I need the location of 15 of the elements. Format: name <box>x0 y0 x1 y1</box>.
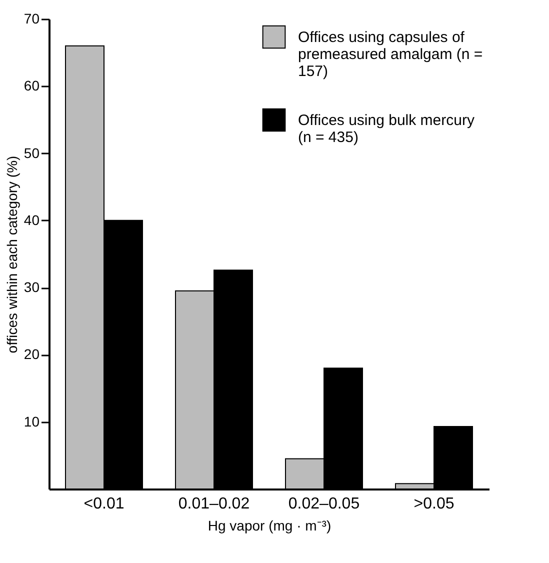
y-tick-label: 20 <box>24 346 40 362</box>
x-axis-title: Hg vapor (mg · m⁻³) <box>208 518 332 534</box>
y-tick-label: 50 <box>24 144 40 161</box>
y-tick-label: 10 <box>24 413 40 430</box>
legend-label: Offices using bulk mercury (n = 435) <box>298 112 475 146</box>
x-tick-label: <0.01 <box>84 496 124 512</box>
y-axis-title: offices within each category (%) <box>4 156 20 354</box>
y-tick-label: 60 <box>24 78 40 94</box>
legend-label: Offices using capsules of premeasured amalgam (n = 157) <box>298 29 483 80</box>
y-tick-label: 70 <box>24 10 40 26</box>
y-tick-label: 40 <box>24 212 40 228</box>
x-tick-label: >0.05 <box>414 496 454 512</box>
y-tick-label: 30 <box>24 279 40 296</box>
x-tick-label: 0.01–0.02 <box>178 496 250 512</box>
x-tick-label: 0.02–0.05 <box>288 496 360 512</box>
